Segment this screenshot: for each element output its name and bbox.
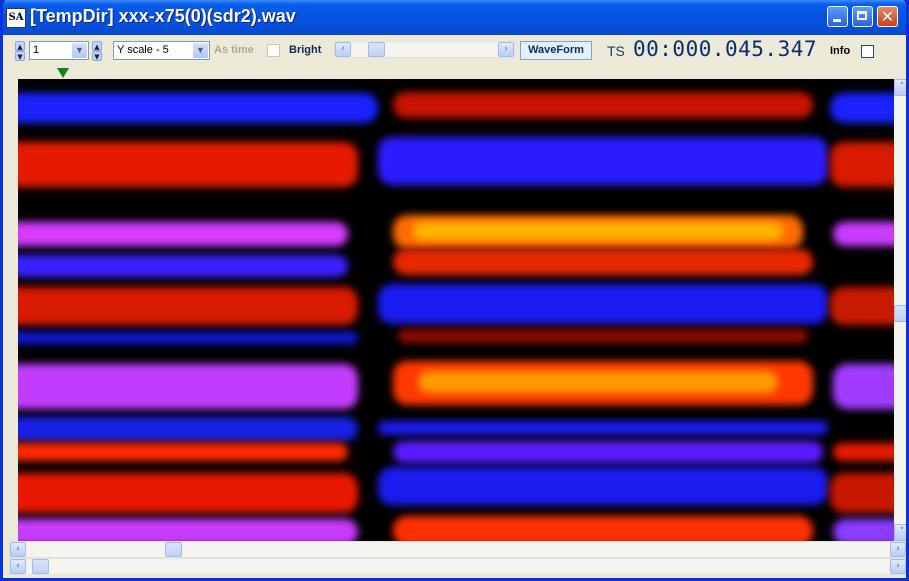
spin-down-icon[interactable]: ▼ — [92, 51, 102, 61]
spectrogram-view[interactable] — [18, 79, 894, 541]
spectrogram-band — [18, 142, 358, 187]
spin-up-icon[interactable]: ▲ — [15, 41, 25, 51]
spectrogram-band — [393, 249, 813, 275]
info-label: Info — [830, 45, 851, 57]
spectrogram-band — [833, 222, 894, 246]
spectrogram-band — [18, 93, 378, 123]
scroll-right-icon[interactable]: › — [890, 559, 906, 574]
spectrogram-band — [833, 519, 894, 541]
yscale-value: Y scale - 5 — [117, 44, 169, 56]
spectrogram-band — [413, 222, 783, 240]
channel-spinner[interactable]: ▲ ▼ — [15, 41, 25, 61]
horizontal-scrollbar[interactable]: ‹ › — [9, 541, 906, 558]
spectrogram-band — [18, 222, 348, 246]
vertical-scrollbar[interactable]: ˄ ˅ — [894, 79, 906, 541]
vertical-scroll-thumb[interactable] — [894, 305, 906, 322]
close-button[interactable]: ✕ — [877, 6, 898, 27]
spectrogram-band — [830, 142, 894, 187]
scroll-up-icon[interactable]: ˄ — [894, 79, 906, 96]
channel-value: 1 — [33, 44, 40, 56]
toolbar: ▲ ▼ 1 ▼ ▲ ▼ Y scale - 5 ▼ As time Bright… — [3, 35, 906, 67]
spectrogram-band — [18, 332, 358, 344]
spectrogram-band — [393, 441, 823, 463]
spectrogram-band — [18, 287, 358, 325]
as-time-label: As time — [214, 44, 254, 56]
maximize-button[interactable] — [852, 6, 873, 27]
timestamp-readout: 00:000.045.347 — [633, 37, 818, 61]
horizontal-scroll-thumb[interactable] — [165, 542, 182, 557]
spectrogram-band — [830, 473, 894, 513]
toolbar-scroll-thumb[interactable] — [368, 42, 385, 57]
maximize-icon — [857, 11, 867, 20]
spectrogram-band — [378, 421, 828, 435]
window-title: [TempDir] xxx-x75(0)(sdr2).wav — [30, 6, 296, 26]
spectrogram-band — [18, 255, 348, 277]
app-icon[interactable]: SA — [6, 8, 26, 28]
spectrogram-band — [378, 137, 828, 185]
bright-label: Bright — [289, 44, 322, 56]
horizontal-scrollbar-2[interactable]: ‹ › — [9, 558, 906, 575]
spin-down-icon[interactable]: ▼ — [15, 51, 25, 61]
spectrogram-band — [393, 516, 813, 541]
spectrogram-band — [398, 329, 808, 343]
chevron-down-icon[interactable]: ▼ — [193, 43, 208, 58]
spectrogram-band — [18, 473, 358, 513]
position-marker-icon[interactable] — [57, 68, 69, 78]
position-ruler[interactable] — [3, 67, 906, 79]
spectrogram-band — [830, 287, 894, 325]
minimize-icon — [833, 19, 841, 22]
scroll-left-icon[interactable]: ‹ — [335, 42, 351, 57]
scroll-left-icon[interactable]: ‹ — [10, 559, 26, 574]
spectrogram-band — [18, 417, 358, 441]
yscale-combo[interactable]: Y scale - 5 ▼ — [113, 41, 210, 60]
spectrogram-band — [18, 443, 348, 461]
spectrogram-band — [393, 92, 813, 118]
info-checkbox[interactable] — [861, 45, 874, 58]
spectrogram-band — [418, 371, 778, 393]
minimize-button[interactable] — [827, 6, 848, 27]
bottom-scroll-area: ‹ › ‹ › — [3, 541, 906, 578]
chevron-down-icon[interactable]: ▼ — [72, 43, 87, 58]
channel-combo[interactable]: 1 ▼ — [29, 41, 89, 60]
waveform-button[interactable]: WaveForm — [520, 41, 592, 60]
ts-label: TS — [607, 43, 625, 59]
spectrogram-band — [18, 519, 358, 541]
scroll-right-icon[interactable]: › — [890, 542, 906, 557]
channel-spinner-2[interactable]: ▲ ▼ — [92, 41, 102, 61]
spectrogram-band — [833, 443, 894, 461]
scroll-left-icon[interactable]: ‹ — [10, 542, 26, 557]
spectrogram-band — [833, 364, 894, 409]
scroll-right-icon[interactable]: › — [498, 42, 514, 57]
spectrogram-band — [830, 93, 894, 123]
horizontal-scroll-thumb-2[interactable] — [32, 559, 49, 574]
spectrogram-band — [18, 364, 358, 409]
spectrogram-band — [378, 284, 828, 324]
toolbar-scrollbar[interactable]: ‹ › — [334, 41, 515, 58]
spectrogram-band — [378, 467, 828, 505]
bright-checkbox[interactable] — [267, 44, 280, 57]
spin-up-icon[interactable]: ▲ — [92, 41, 102, 51]
close-icon: ✕ — [880, 7, 895, 26]
scroll-down-icon[interactable]: ˅ — [894, 524, 906, 541]
title-bar[interactable]: SA [TempDir] xxx-x75(0)(sdr2).wav ✕ — [3, 0, 906, 35]
